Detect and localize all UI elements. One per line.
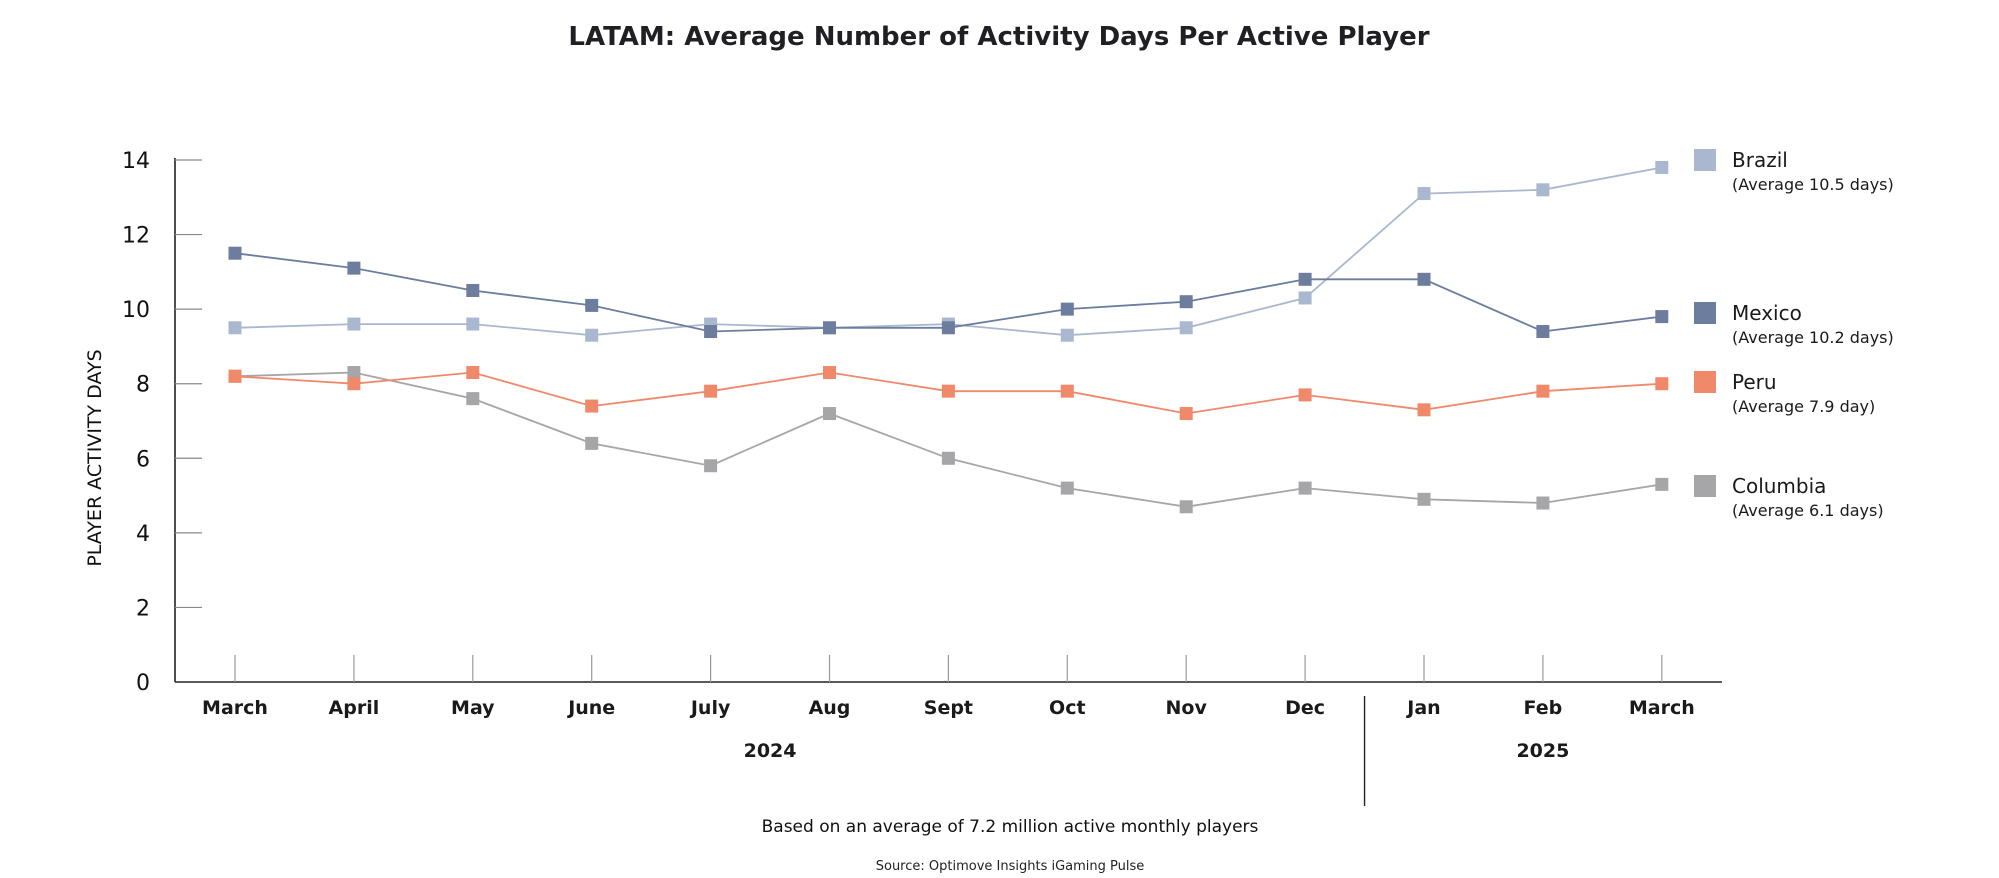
data-point: Mexico April: 11.1 bbox=[347, 261, 361, 275]
data-point: Mexico Oct: 10 bbox=[1060, 302, 1074, 316]
y-tick-label: 4 bbox=[136, 522, 150, 547]
x-tick-label: April bbox=[329, 697, 380, 719]
legend-name: Mexico bbox=[1732, 301, 1802, 325]
x-tick-label: June bbox=[566, 697, 615, 719]
legend-swatch bbox=[1694, 302, 1716, 324]
data-point: Mexico Sept: 9.5 bbox=[941, 321, 955, 335]
legend-subtitle: (Average 10.2 days) bbox=[1732, 328, 1894, 347]
y-tick-label: 10 bbox=[122, 298, 150, 323]
data-point: Columbia Dec: 5.2 bbox=[1298, 481, 1312, 495]
data-point: Mexico Aug: 9.5 bbox=[823, 321, 836, 335]
y-tick-label: 0 bbox=[136, 671, 150, 696]
data-point: Mexico March: 11.5 bbox=[228, 246, 242, 260]
data-point: Columbia April: 8.3 bbox=[347, 366, 361, 380]
data-point: Peru Jan: 7.3 bbox=[1417, 403, 1431, 417]
chart-note: Based on an average of 7.2 million activ… bbox=[762, 817, 1259, 837]
series-mexico: Mexico March: 11.5 Mexico April: 11.1 Mexi… bbox=[228, 246, 1669, 339]
legend-name: Peru bbox=[1732, 370, 1777, 394]
legend-item-columbia: Columbia (Average 6.1 days) bbox=[1694, 474, 1884, 520]
y-tick-label: 14 bbox=[122, 149, 150, 174]
series-layer: Columbia March: 8.2Columbia April: 8.3Co… bbox=[228, 160, 1669, 514]
x-tick-label: Oct bbox=[1049, 697, 1086, 719]
data-point: Brazil April: 9.6 bbox=[347, 317, 361, 331]
legend-subtitle: (Average 6.1 days) bbox=[1732, 501, 1884, 520]
data-point: Columbia June: 6.4 bbox=[585, 436, 599, 450]
data-point: Peru March: 8 bbox=[1655, 377, 1669, 391]
x-tick-label: July bbox=[689, 697, 731, 719]
y-tick-label: 2 bbox=[136, 596, 150, 621]
data-point: Peru Nov: 7.2 bbox=[1179, 407, 1193, 421]
series-line bbox=[234, 166, 1662, 337]
legend-swatch bbox=[1694, 371, 1716, 393]
legend-swatch bbox=[1694, 475, 1716, 497]
data-point: Columbia July: 5.8 bbox=[704, 459, 718, 473]
data-point: Peru Aug: 8.3 bbox=[823, 366, 836, 380]
y-axis-label: PLAYER ACTIVITY DAYS bbox=[84, 349, 106, 566]
legend-swatch bbox=[1694, 149, 1716, 171]
data-point: Brazil Oct: 9.3 bbox=[1060, 328, 1074, 342]
data-point: Columbia March: 5.3 bbox=[1655, 477, 1669, 491]
data-point: Peru March: 8.2 bbox=[228, 369, 242, 383]
data-point: Brazil May: 9.6 bbox=[466, 317, 480, 331]
series-peru: Peru March: 8.2 Peru April: 8 Peru May: 8.… bbox=[228, 366, 1669, 421]
x-tick-label: May bbox=[451, 697, 495, 719]
y-tick-label: 6 bbox=[136, 447, 150, 472]
x-tick-label: Jan bbox=[1405, 697, 1440, 719]
year-label: 2025 bbox=[1516, 740, 1569, 762]
legend-name: Brazil bbox=[1732, 148, 1788, 172]
data-point: Mexico May: 10.5 bbox=[466, 284, 480, 297]
legend-name: Columbia bbox=[1732, 474, 1826, 498]
data-point: Peru July: 7.8 bbox=[704, 384, 718, 398]
data-point: Columbia May: 7.6 bbox=[466, 392, 480, 406]
legend-item-brazil: Brazil (Average 10.5 days) bbox=[1694, 148, 1894, 194]
data-point: Brazil March: 13.8 bbox=[1655, 160, 1669, 174]
data-point: Mexico Feb: 9.4 bbox=[1536, 325, 1550, 339]
axes: 0 2 4 6 8 10 12 14 March April May June July Aug Sept O… bbox=[122, 149, 1722, 806]
x-tick-label: Aug bbox=[809, 697, 851, 719]
data-point: Peru April: 8 bbox=[347, 377, 361, 391]
x-tick-label: March bbox=[202, 697, 268, 719]
data-point: Brazil March: 9.5 bbox=[228, 321, 242, 335]
legend-item-peru: Peru (Average 7.9 day) bbox=[1694, 370, 1875, 416]
x-tick-label: Nov bbox=[1166, 697, 1208, 719]
x-tick-label: Dec bbox=[1285, 697, 1325, 719]
data-point: Peru May: 8.3 bbox=[466, 366, 480, 380]
data-point: Peru Dec: 7.7 bbox=[1298, 388, 1312, 402]
data-point: Peru Oct: 7.8 bbox=[1060, 384, 1074, 398]
series-brazil: Brazil March: 9.5 Brazil April: 9.6 Brazil… bbox=[228, 160, 1669, 342]
chart-source: Source: Optimove Insights iGaming Pulse bbox=[876, 859, 1145, 874]
data-point: Mexico Nov: 10.2 bbox=[1179, 295, 1193, 309]
legend-subtitle: (Average 7.9 day) bbox=[1732, 397, 1875, 416]
x-tick-label: Feb bbox=[1524, 697, 1563, 719]
data-point: Peru Feb: 7.8 bbox=[1536, 384, 1550, 398]
x-tick-label: March bbox=[1629, 697, 1695, 719]
y-tick-label: 12 bbox=[122, 224, 150, 249]
data-point: Columbia Feb: 4.8 bbox=[1536, 496, 1550, 510]
y-tick-label: 8 bbox=[136, 373, 150, 398]
data-point: Peru June: 7.4 bbox=[585, 399, 599, 413]
data-point: Columbia Sept: 6 bbox=[941, 451, 955, 465]
data-point: Columbia Jan: 4.9 bbox=[1417, 492, 1431, 506]
data-point: Mexico Jan: 10.8 bbox=[1417, 272, 1431, 286]
data-point: Mexico July: 9.4 bbox=[704, 325, 718, 339]
year-label: 2024 bbox=[744, 740, 797, 762]
legend-subtitle: (Average 10.5 days) bbox=[1732, 175, 1894, 194]
data-point: Brazil Jan: 13.1 bbox=[1417, 187, 1431, 201]
data-point: Brazil June: 9.3 bbox=[585, 328, 599, 342]
data-point: Peru Sept: 7.8 bbox=[941, 384, 955, 398]
data-point: Columbia Aug: 7.2 bbox=[823, 407, 836, 421]
data-point: Columbia Nov: 4.7 bbox=[1179, 500, 1193, 514]
data-point: Brazil Feb: 13.2 bbox=[1536, 183, 1550, 197]
data-point: Brazil Nov: 9.5 bbox=[1179, 321, 1193, 335]
data-point: Brazil Dec: 10.3 bbox=[1298, 291, 1312, 305]
legend: Brazil (Average 10.5 days) Mexico (Average … bbox=[1694, 148, 1894, 520]
x-tick-label: Sept bbox=[924, 697, 973, 719]
chart-title: LATAM: Average Number of Activity Days P… bbox=[568, 22, 1429, 52]
data-point: Mexico June: 10.1 bbox=[585, 298, 599, 312]
data-point: Mexico Dec: 10.8 bbox=[1298, 272, 1312, 286]
data-point: Columbia Oct: 5.2 bbox=[1060, 481, 1074, 495]
data-point: Mexico March: 9.8 bbox=[1655, 310, 1669, 324]
legend-item-mexico: Mexico (Average 10.2 days) bbox=[1694, 301, 1894, 347]
